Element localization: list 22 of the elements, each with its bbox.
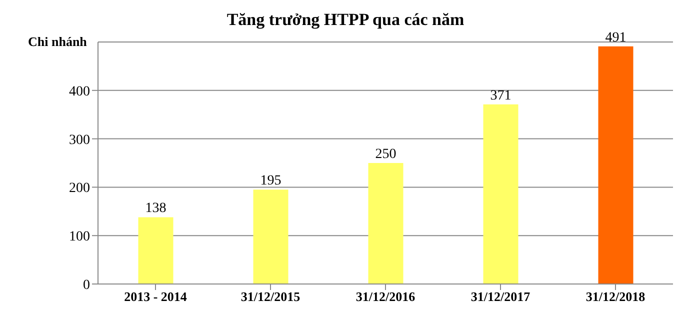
y-axis-title: Chi nhánh [28,34,87,50]
data-label: 491 [605,30,626,46]
bar [598,46,634,284]
y-tick-label: 200 [69,181,90,196]
bar [138,217,174,284]
x-tick-label: 31/12/2015 [240,289,301,304]
x-tick-label: 31/12/2017 [470,289,531,304]
data-label: 250 [375,147,396,162]
x-tick-label: 31/12/2018 [586,289,646,304]
chart-title: Tăng trưởng HTPP qua các năm [226,10,466,30]
data-label: 371 [490,88,512,104]
bar [253,190,288,284]
bar [483,104,518,284]
x-tick-label: 2013 - 2014 [124,289,188,304]
data-label: 138 [145,201,166,216]
y-tick-label: 300 [69,132,90,148]
y-tick-label: 400 [69,84,90,100]
y-tick-label: 0 [83,278,90,293]
x-tick-label: 31/12/2016 [356,289,416,304]
y-tick-label: 100 [69,230,90,245]
data-label: 195 [260,174,282,189]
bar [368,163,404,284]
